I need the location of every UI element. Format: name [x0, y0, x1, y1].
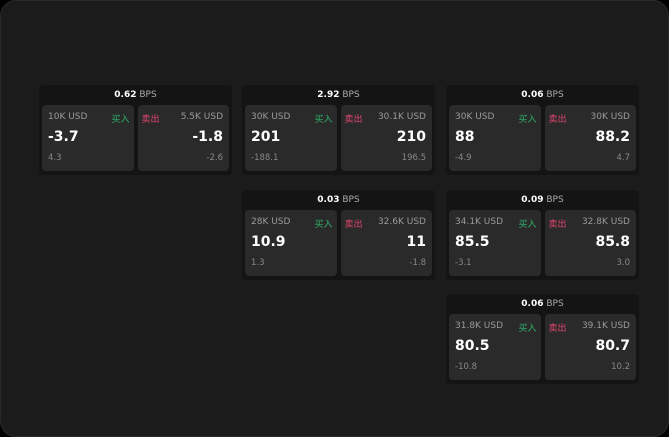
- sell-quantity: 30.1K USD: [377, 112, 426, 122]
- sell-quantity: 32.6K USD: [377, 217, 426, 227]
- quote-card: 0.62 BPS 10K USD 买入 -3.7 4.3 5.5K USD 卖出…: [39, 85, 232, 175]
- buy-quantity: 10K USD: [48, 112, 88, 122]
- buy-label: 买入: [314, 220, 333, 230]
- buy-button[interactable]: 28K USD 买入 10.9 1.3: [245, 210, 337, 276]
- buy-quantity: 34.1K USD: [455, 217, 504, 227]
- sell-quantity: 39.1K USD: [581, 321, 630, 331]
- spread-header: 0.06 BPS: [446, 294, 639, 314]
- buy-label: 买入: [518, 220, 537, 230]
- spread-header: 0.62 BPS: [39, 85, 232, 105]
- buy-change: -4.9: [455, 153, 472, 163]
- sell-change: 10.2: [611, 362, 630, 372]
- sell-button[interactable]: 32.8K USD 卖出 85.8 3.0: [544, 210, 636, 276]
- buy-quantity: 31.8K USD: [455, 321, 504, 331]
- sell-button[interactable]: 32.6K USD 卖出 11 -1.8: [340, 210, 432, 276]
- sell-change: 4.7: [616, 153, 630, 163]
- spread-value: 2.92: [317, 90, 340, 100]
- buy-button[interactable]: 31.8K USD 买入 80.5 -10.8: [449, 314, 541, 380]
- spread-unit: BPS: [546, 90, 564, 100]
- buy-price: 80.5: [455, 338, 490, 354]
- buy-price: -3.7: [48, 129, 79, 145]
- sell-price: 11: [406, 234, 426, 250]
- buy-price: 85.5: [455, 234, 490, 250]
- spread-unit: BPS: [546, 299, 564, 309]
- sell-change: 196.5: [401, 153, 426, 163]
- buy-change: -3.1: [455, 258, 472, 268]
- buy-change: -188.1: [251, 153, 279, 163]
- spread-value: 0.03: [317, 195, 340, 205]
- spread-header: 0.03 BPS: [242, 190, 435, 210]
- buy-button[interactable]: 30K USD 买入 88 -4.9: [449, 105, 541, 171]
- sell-price: -1.8: [192, 129, 223, 145]
- buy-price: 201: [251, 129, 281, 145]
- sell-label: 卖出: [548, 115, 567, 125]
- sell-quantity: 32.8K USD: [581, 217, 630, 227]
- sell-price: 88.2: [595, 129, 630, 145]
- spread-unit: BPS: [342, 195, 360, 205]
- sell-change: -2.6: [206, 153, 223, 163]
- sell-quantity: 5.5K USD: [180, 112, 223, 122]
- buy-change: 1.3: [251, 258, 265, 268]
- buy-quantity: 30K USD: [455, 112, 495, 122]
- buy-change: 4.3: [48, 153, 62, 163]
- spread-header: 2.92 BPS: [242, 85, 435, 105]
- spread-header: 0.06 BPS: [446, 85, 639, 105]
- sell-label: 卖出: [344, 115, 363, 125]
- sell-button[interactable]: 5.5K USD 卖出 -1.8 -2.6: [137, 105, 229, 171]
- spread-value: 0.06: [521, 90, 544, 100]
- buy-button[interactable]: 30K USD 买入 201 -188.1: [245, 105, 337, 171]
- sell-label: 卖出: [344, 220, 363, 230]
- spread-unit: BPS: [342, 90, 360, 100]
- buy-change: -10.8: [455, 362, 477, 372]
- buy-button[interactable]: 34.1K USD 买入 85.5 -3.1: [449, 210, 541, 276]
- quote-card: 0.03 BPS 28K USD 买入 10.9 1.3 32.6K USD 卖…: [242, 190, 435, 280]
- quote-card: 0.06 BPS 31.8K USD 买入 80.5 -10.8 39.1K U…: [446, 294, 639, 384]
- spread-unit: BPS: [139, 90, 157, 100]
- buy-label: 买入: [518, 324, 537, 334]
- sell-quantity: 30K USD: [590, 112, 630, 122]
- sell-price: 85.8: [595, 234, 630, 250]
- sell-label: 卖出: [141, 115, 160, 125]
- sell-button[interactable]: 30K USD 卖出 88.2 4.7: [544, 105, 636, 171]
- buy-label: 买入: [314, 115, 333, 125]
- buy-price: 10.9: [251, 234, 286, 250]
- sell-change: -1.8: [409, 258, 426, 268]
- quote-card: 0.06 BPS 30K USD 买入 88 -4.9 30K USD 卖出 8…: [446, 85, 639, 175]
- sell-button[interactable]: 39.1K USD 卖出 80.7 10.2: [544, 314, 636, 380]
- buy-label: 买入: [111, 115, 130, 125]
- buy-quantity: 30K USD: [251, 112, 291, 122]
- sell-change: 3.0: [616, 258, 630, 268]
- quote-card: 0.09 BPS 34.1K USD 买入 85.5 -3.1 32.8K US…: [446, 190, 639, 280]
- quote-card: 2.92 BPS 30K USD 买入 201 -188.1 30.1K USD…: [242, 85, 435, 175]
- sell-price: 80.7: [595, 338, 630, 354]
- spread-value: 0.06: [521, 299, 544, 309]
- sell-button[interactable]: 30.1K USD 卖出 210 196.5: [340, 105, 432, 171]
- buy-label: 买入: [518, 115, 537, 125]
- spread-value: 0.09: [521, 195, 544, 205]
- sell-label: 卖出: [548, 220, 567, 230]
- spread-unit: BPS: [546, 195, 564, 205]
- sell-price: 210: [396, 129, 426, 145]
- buy-quantity: 28K USD: [251, 217, 291, 227]
- buy-price: 88: [455, 129, 475, 145]
- spread-header: 0.09 BPS: [446, 190, 639, 210]
- buy-button[interactable]: 10K USD 买入 -3.7 4.3: [42, 105, 134, 171]
- spread-value: 0.62: [114, 90, 137, 100]
- sell-label: 卖出: [548, 324, 567, 334]
